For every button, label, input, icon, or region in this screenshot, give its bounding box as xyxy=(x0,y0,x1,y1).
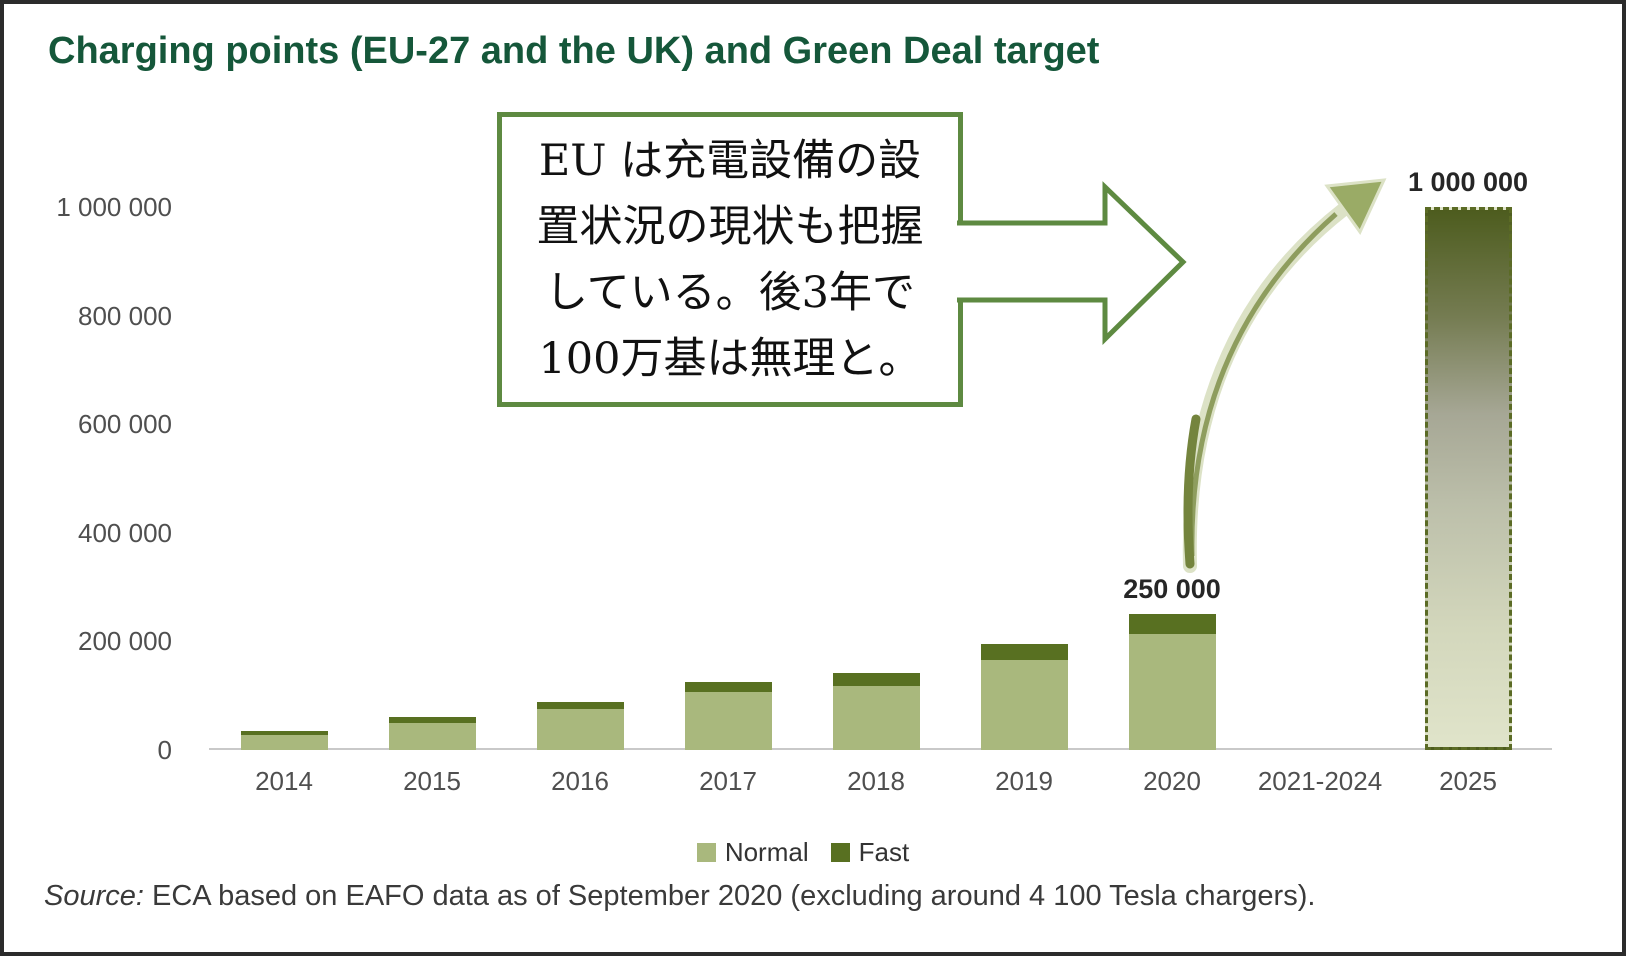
x-axis-label: 2021-2024 xyxy=(1257,766,1383,796)
x-axis-label: 2017 xyxy=(699,766,757,796)
callout-text-line: している。後3年で xyxy=(544,267,916,318)
legend-swatch-normal xyxy=(696,843,716,862)
callout-text-line: 置状況の現状も把握 xyxy=(536,201,924,252)
chart-title: Charging points (EU-27 and the UK) and G… xyxy=(48,30,1100,72)
callout-text-line: EU は充電設備の設 xyxy=(538,135,922,186)
legend-swatch-fast xyxy=(830,843,850,862)
bar-value-label-2025: 1 000 000 xyxy=(1407,167,1529,197)
y-axis-label: 200 000 xyxy=(78,626,172,657)
bar-normal-2019 xyxy=(980,660,1068,750)
bar-fast-2016 xyxy=(536,701,624,710)
x-axis-label: 2025 xyxy=(1439,766,1497,796)
y-axis-label: 1 000 000 xyxy=(56,192,172,222)
bar-fast-2014 xyxy=(240,730,328,735)
x-axis-label: 2014 xyxy=(255,766,313,796)
target-bar-2025 xyxy=(1424,207,1512,750)
bar-fast-2019 xyxy=(980,644,1068,661)
source-note: Source: ECA based on EAFO data as of Sep… xyxy=(44,880,1315,913)
bar-normal-2018 xyxy=(832,685,920,750)
bar-normal-2015 xyxy=(388,723,476,750)
legend-item-fast: Fast xyxy=(830,837,910,868)
y-axis-label: 0 xyxy=(157,735,172,765)
x-axis-label: 2016 xyxy=(551,766,609,796)
bar-fast-2015 xyxy=(388,717,476,724)
x-axis-label: 2020 xyxy=(1143,766,1201,796)
legend-label-fast: Fast xyxy=(858,837,910,867)
y-axis-label: 800 000 xyxy=(78,300,172,331)
bar-normal-2020 xyxy=(1128,634,1216,750)
legend-label-normal: Normal xyxy=(724,837,809,867)
bar-fast-2017 xyxy=(684,682,772,692)
y-axis-label: 600 000 xyxy=(78,409,172,440)
bar-fast-2018 xyxy=(832,672,920,686)
callout-text-line: 100万基は無理と。 xyxy=(538,333,922,384)
x-axis-label: 2018 xyxy=(847,766,905,796)
bar-normal-2017 xyxy=(684,691,772,750)
bar-fast-2020 xyxy=(1128,614,1216,635)
source-text: ECA based on EAFO data as of September 2… xyxy=(152,880,1316,912)
bar-normal-2014 xyxy=(240,734,328,750)
source-prefix: Source: xyxy=(44,880,144,912)
chart-area: 0 200 000 400 000 600 000 800 000 1 000 000 20… xyxy=(4,4,1622,952)
y-axis-label: 400 000 xyxy=(78,517,172,548)
bar-normal-2016 xyxy=(536,709,624,750)
legend: Normal Fast xyxy=(179,837,1427,868)
x-axis-label: 2015 xyxy=(403,766,461,796)
x-axis-label: 2019 xyxy=(995,766,1053,796)
bar-value-label-2020: 250 000 xyxy=(1123,574,1221,605)
annotation-callout-box: EU は充電設備の設 置状況の現状も把握 している。後3年で 100万基は無理と… xyxy=(497,112,963,407)
legend-item-normal: Normal xyxy=(696,837,809,868)
